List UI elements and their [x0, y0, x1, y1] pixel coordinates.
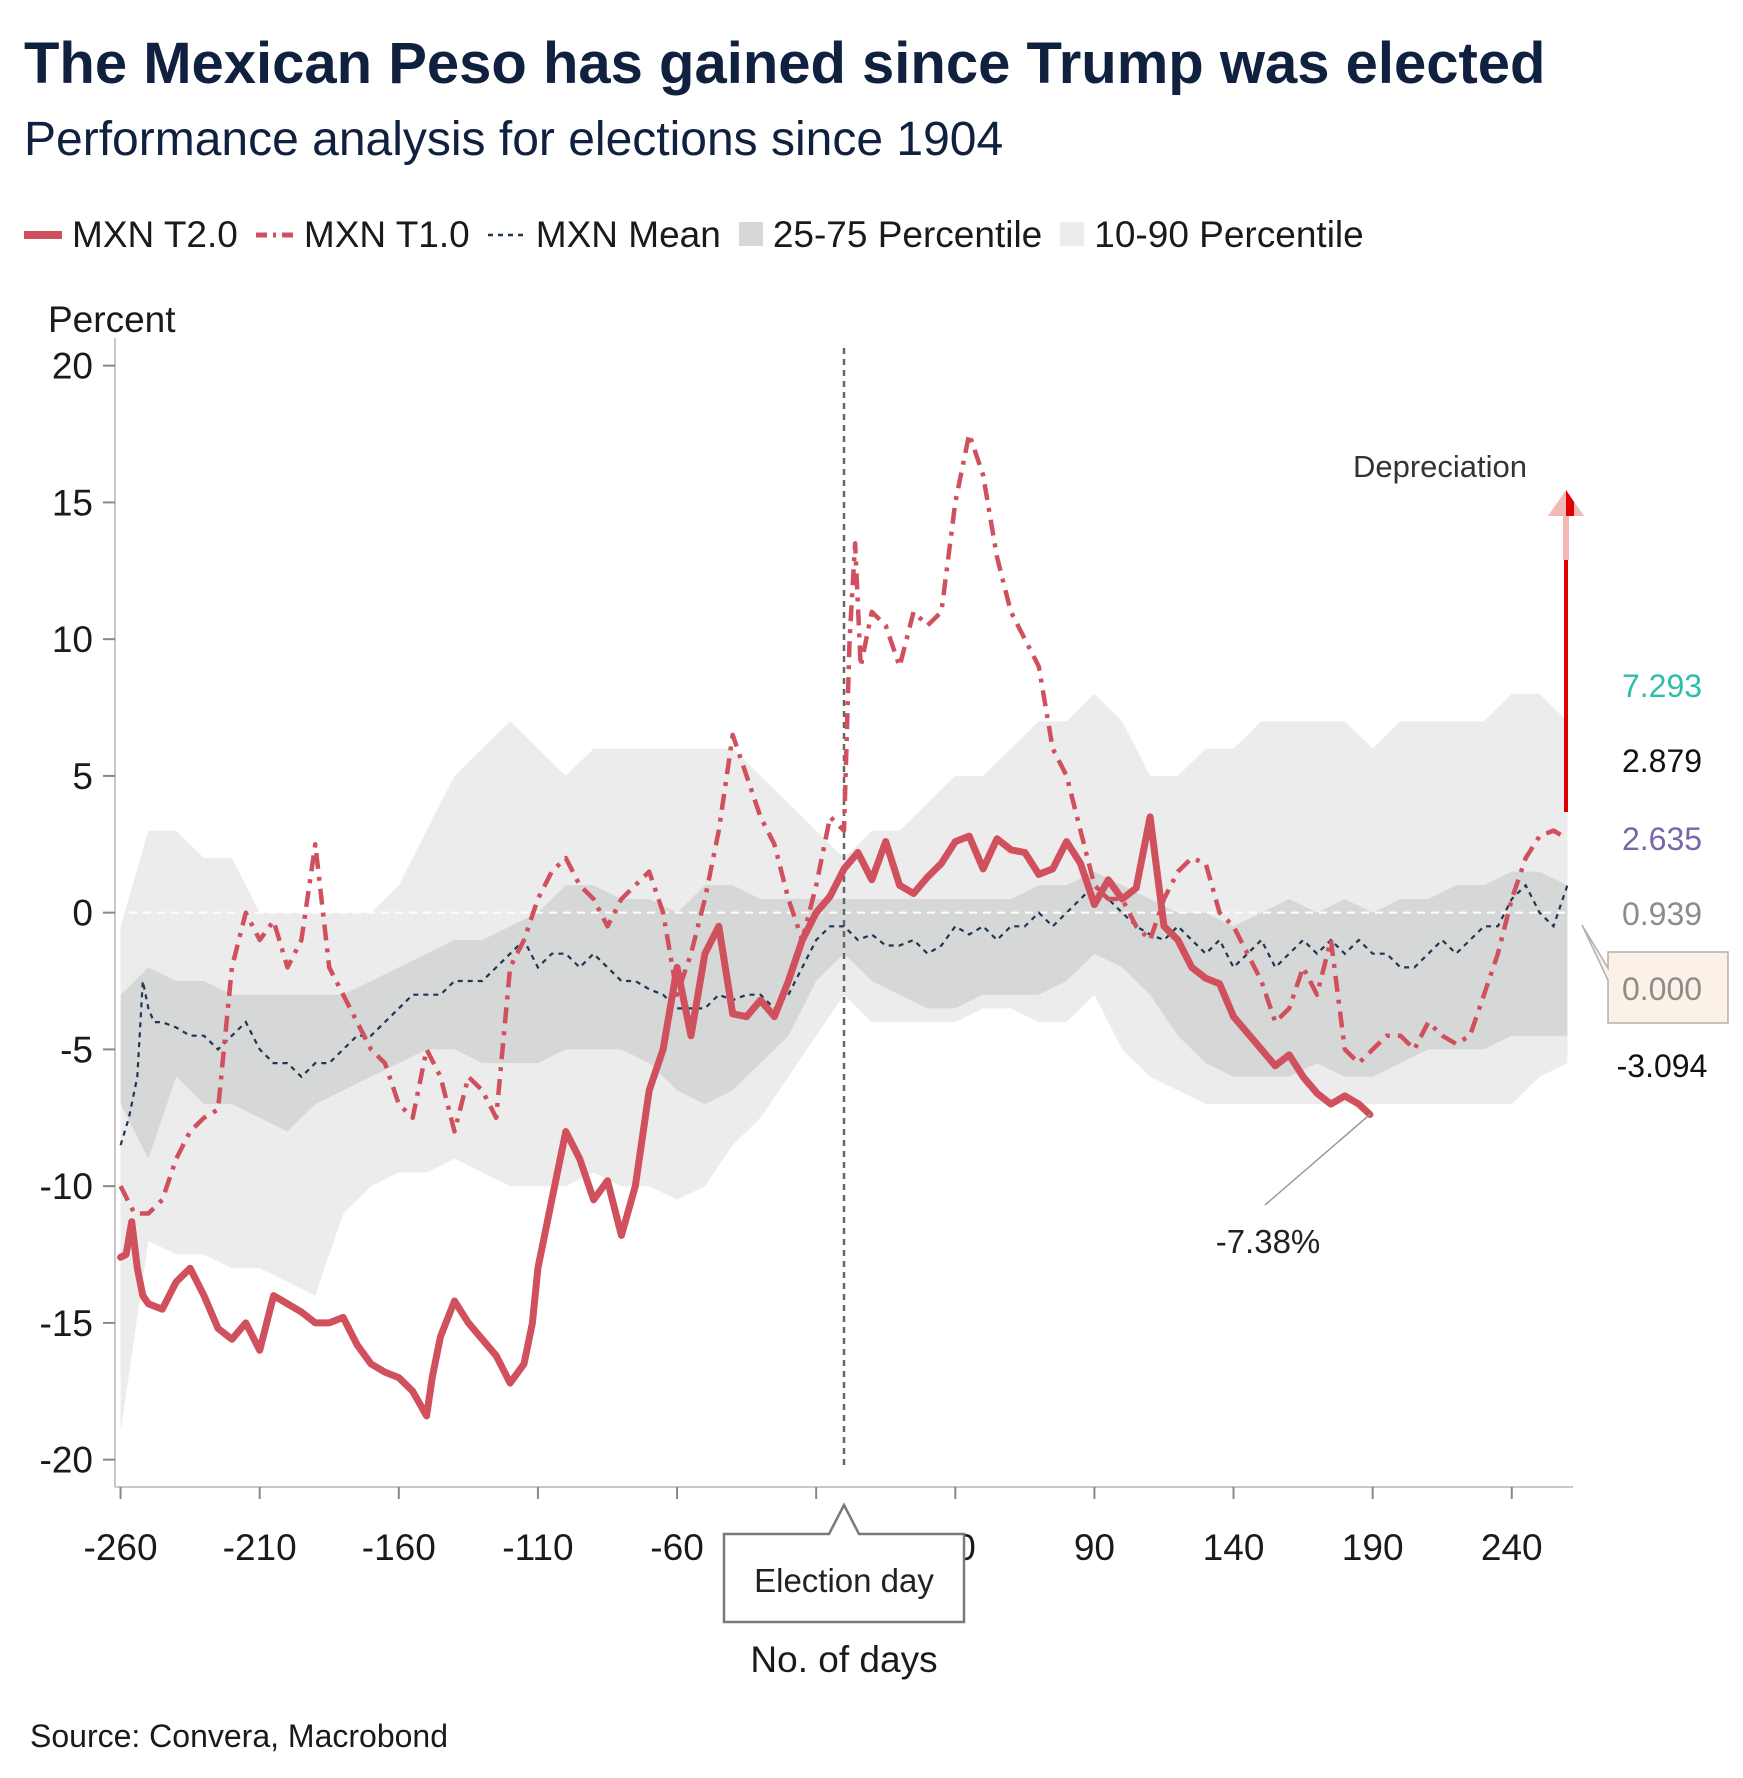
x-tick-label: -260 [84, 1527, 158, 1568]
x-tick-label: -110 [502, 1527, 573, 1568]
right-value-label: 7.293 [1622, 668, 1702, 704]
legend-item-iqr: 25-75 Percentile [738, 214, 1043, 256]
legend-item-mxn-mean: MXN Mean [487, 214, 721, 256]
series-mxn-t2 [117, 813, 1374, 1420]
legend-label: MXN Mean [535, 214, 721, 255]
x-tick-label: -160 [362, 1527, 436, 1568]
band-10-90-percentile [120, 693, 1568, 1433]
legend-box-icon [738, 222, 763, 246]
legend-box-icon [1060, 222, 1085, 246]
legend-item-mxn-t1: MXN T1.0 [255, 214, 470, 256]
chart-subtitle: Performance analysis for elections since… [24, 113, 1004, 166]
legend-item-mxn-t2: MXN T2.0 [24, 214, 238, 256]
y-tick-label: -20 [40, 1440, 93, 1481]
y-tick-label: 15 [52, 482, 93, 523]
last-value-leader-line [1264, 1113, 1371, 1206]
right-value-label: 2.879 [1622, 743, 1702, 779]
y-axis-title: Percent [48, 299, 176, 340]
legend-dotted-line-icon [487, 233, 526, 237]
y-tick-label: -10 [40, 1166, 93, 1207]
x-tick-label: -60 [650, 1527, 703, 1568]
legend-item-p1090: 10-90 Percentile [1060, 214, 1364, 256]
y-tick-label: 10 [52, 619, 93, 660]
zero-value-callout-box [1581, 924, 1729, 1024]
election-day-label: Election day [754, 1562, 934, 1599]
x-tick-label: 90 [1074, 1527, 1115, 1568]
source-note: Source: Convera, Macrobond [30, 1718, 448, 1754]
x-tick-label: 190 [1342, 1527, 1404, 1568]
election-day-callout [722, 1502, 966, 1624]
x-tick-label: 240 [1481, 1527, 1543, 1568]
y-tick-label: 20 [52, 346, 93, 387]
legend-label: 25-75 Percentile [772, 214, 1043, 255]
y-tick-label: 5 [72, 756, 93, 797]
right-value-label: 0.000 [1622, 971, 1702, 1007]
x-tick-label: 140 [1203, 1527, 1265, 1568]
depreciation-arrow-head-accent [1566, 490, 1574, 516]
last-value-label: -7.38% [1216, 1223, 1321, 1260]
legend-dashdot-line-icon [255, 232, 294, 238]
series-mxn-mean [119, 883, 1569, 1146]
legend-label: MXN T2.0 [72, 214, 238, 255]
depreciation-label: Depreciation [1353, 449, 1527, 484]
legend-label: MXN T1.0 [303, 214, 470, 255]
band-25-75-percentile [120, 871, 1568, 1159]
chart-title: The Mexican Peso has gained since Trump … [24, 31, 1546, 96]
x-tick-label: -210 [223, 1527, 297, 1568]
legend-label: 10-90 Percentile [1094, 214, 1364, 255]
y-tick-label: -15 [40, 1303, 93, 1344]
right-value-label: -3.094 [1617, 1048, 1708, 1084]
right-value-label: 2.635 [1622, 821, 1702, 857]
y-tick-label: 0 [72, 893, 93, 934]
legend-solid-line-icon [24, 231, 62, 239]
y-tick-label: -5 [60, 1029, 93, 1070]
legend: MXN T2.0 MXN T1.0 MXN Mean 25-75 Percent… [24, 210, 1382, 260]
right-value-label: 0.939 [1622, 896, 1702, 932]
x-axis-title: No. of days [750, 1639, 937, 1680]
